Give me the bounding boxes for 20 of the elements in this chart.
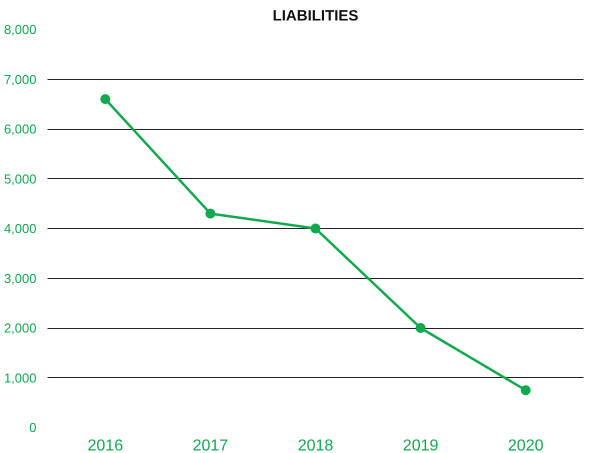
y-tick-label: 2,000: [4, 320, 37, 336]
point: [100, 94, 110, 104]
y-tick-label: 6,000: [4, 122, 37, 136]
x-tick-label: 2018: [298, 438, 334, 453]
point: [416, 323, 426, 333]
x-tick-label: 2020: [508, 438, 544, 453]
point: [205, 208, 216, 219]
y-tick-label: 1,000: [4, 370, 37, 386]
chart-title: LIABILITIES: [272, 8, 358, 24]
point: [520, 385, 531, 396]
x-tick-label: 2019: [402, 438, 438, 453]
y-tick-label: 5,000: [4, 171, 37, 186]
y-tick-label: 7,000: [4, 72, 37, 87]
y-tick-label: 0: [29, 420, 37, 435]
x-tick-label: 2017: [192, 438, 228, 453]
y-tick-label: 3,000: [4, 270, 37, 286]
y-tick-label: 4,000: [4, 221, 37, 236]
y-tick-label: 8,000: [4, 22, 37, 37]
x-tick-label: 2016: [88, 438, 124, 453]
point: [310, 224, 320, 234]
